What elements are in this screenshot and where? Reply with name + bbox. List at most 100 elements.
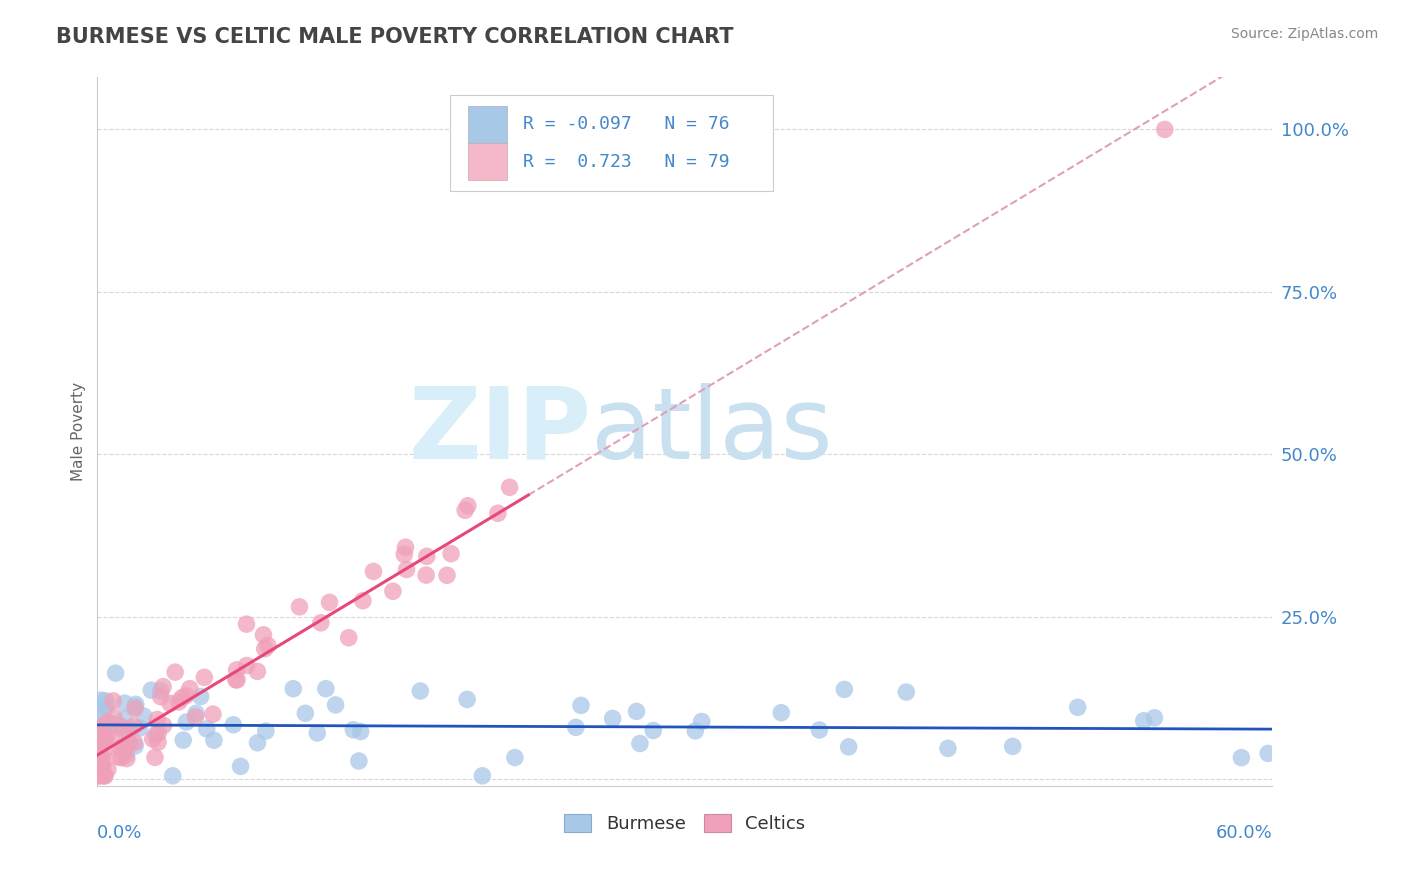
Point <box>235 658 257 673</box>
Point <box>90 693 112 707</box>
Point <box>91 757 114 772</box>
Point <box>1153 122 1175 136</box>
Point <box>87 769 110 783</box>
Point <box>162 769 184 783</box>
FancyBboxPatch shape <box>468 144 508 180</box>
Point <box>110 750 132 764</box>
Legend: Burmese, Celtics: Burmese, Celtics <box>557 806 813 840</box>
Point <box>117 723 139 738</box>
Point <box>89 745 111 759</box>
Point <box>93 769 115 783</box>
Point <box>936 741 959 756</box>
Point <box>174 689 197 703</box>
Point <box>124 701 146 715</box>
Y-axis label: Male Poverty: Male Poverty <box>72 382 86 481</box>
Point <box>87 723 110 737</box>
Point <box>225 673 247 687</box>
Point <box>152 718 174 732</box>
Point <box>118 723 141 737</box>
Point <box>145 728 167 742</box>
Point <box>193 670 215 684</box>
Point <box>101 694 124 708</box>
Point <box>93 744 115 758</box>
Point <box>202 733 225 747</box>
Point <box>315 681 337 696</box>
Point <box>89 730 111 744</box>
Point <box>124 739 146 753</box>
Point <box>201 707 224 722</box>
Point <box>91 733 114 747</box>
Point <box>294 706 316 721</box>
Point <box>115 751 138 765</box>
Point <box>456 692 478 706</box>
Point <box>195 722 218 736</box>
Point <box>114 712 136 726</box>
Point <box>110 720 132 734</box>
Point <box>569 698 592 713</box>
Point <box>149 684 172 698</box>
Point <box>118 736 141 750</box>
Point <box>226 673 249 687</box>
Point <box>122 719 145 733</box>
Point <box>94 694 117 708</box>
Text: R = -0.097   N = 76: R = -0.097 N = 76 <box>523 115 730 133</box>
Point <box>235 617 257 632</box>
Point <box>96 715 118 730</box>
Point <box>172 733 194 747</box>
Point <box>347 754 370 768</box>
Point <box>107 749 129 764</box>
Text: atlas: atlas <box>591 383 832 480</box>
Point <box>381 584 404 599</box>
Point <box>96 730 118 744</box>
Point <box>395 562 418 576</box>
Point <box>834 682 856 697</box>
Point <box>1001 739 1024 754</box>
Point <box>97 762 120 776</box>
Point <box>124 736 146 750</box>
Point <box>148 726 170 740</box>
Point <box>100 731 122 746</box>
Point <box>112 723 135 738</box>
Point <box>457 499 479 513</box>
Point <box>103 710 125 724</box>
Point <box>90 757 112 772</box>
Point <box>165 665 187 680</box>
Point <box>96 727 118 741</box>
Point <box>115 747 138 762</box>
Point <box>565 720 588 734</box>
Point <box>498 480 520 494</box>
Point <box>89 756 111 771</box>
Point <box>146 713 169 727</box>
Point <box>246 736 269 750</box>
Point <box>87 769 110 783</box>
Point <box>91 726 114 740</box>
Point <box>416 549 439 564</box>
Point <box>1143 711 1166 725</box>
Point <box>91 758 114 772</box>
Point <box>90 759 112 773</box>
Point <box>94 769 117 783</box>
Point <box>896 685 918 699</box>
Point <box>167 695 190 709</box>
Text: R =  0.723   N = 79: R = 0.723 N = 79 <box>523 153 730 170</box>
Point <box>252 628 274 642</box>
Point <box>176 714 198 729</box>
Point <box>808 723 831 737</box>
Point <box>838 739 860 754</box>
Point <box>152 680 174 694</box>
Point <box>149 690 172 704</box>
Point <box>90 760 112 774</box>
Point <box>108 718 131 732</box>
Point <box>486 506 509 520</box>
Point <box>128 721 150 735</box>
Point <box>229 759 252 773</box>
Text: Source: ZipAtlas.com: Source: ZipAtlas.com <box>1230 27 1378 41</box>
Point <box>283 681 305 696</box>
Text: 60.0%: 60.0% <box>1216 824 1272 842</box>
Point <box>363 565 385 579</box>
Point <box>342 723 364 737</box>
Point <box>626 705 648 719</box>
Text: BURMESE VS CELTIC MALE POVERTY CORRELATION CHART: BURMESE VS CELTIC MALE POVERTY CORRELATI… <box>56 27 734 46</box>
Point <box>118 734 141 748</box>
Point <box>132 709 155 723</box>
